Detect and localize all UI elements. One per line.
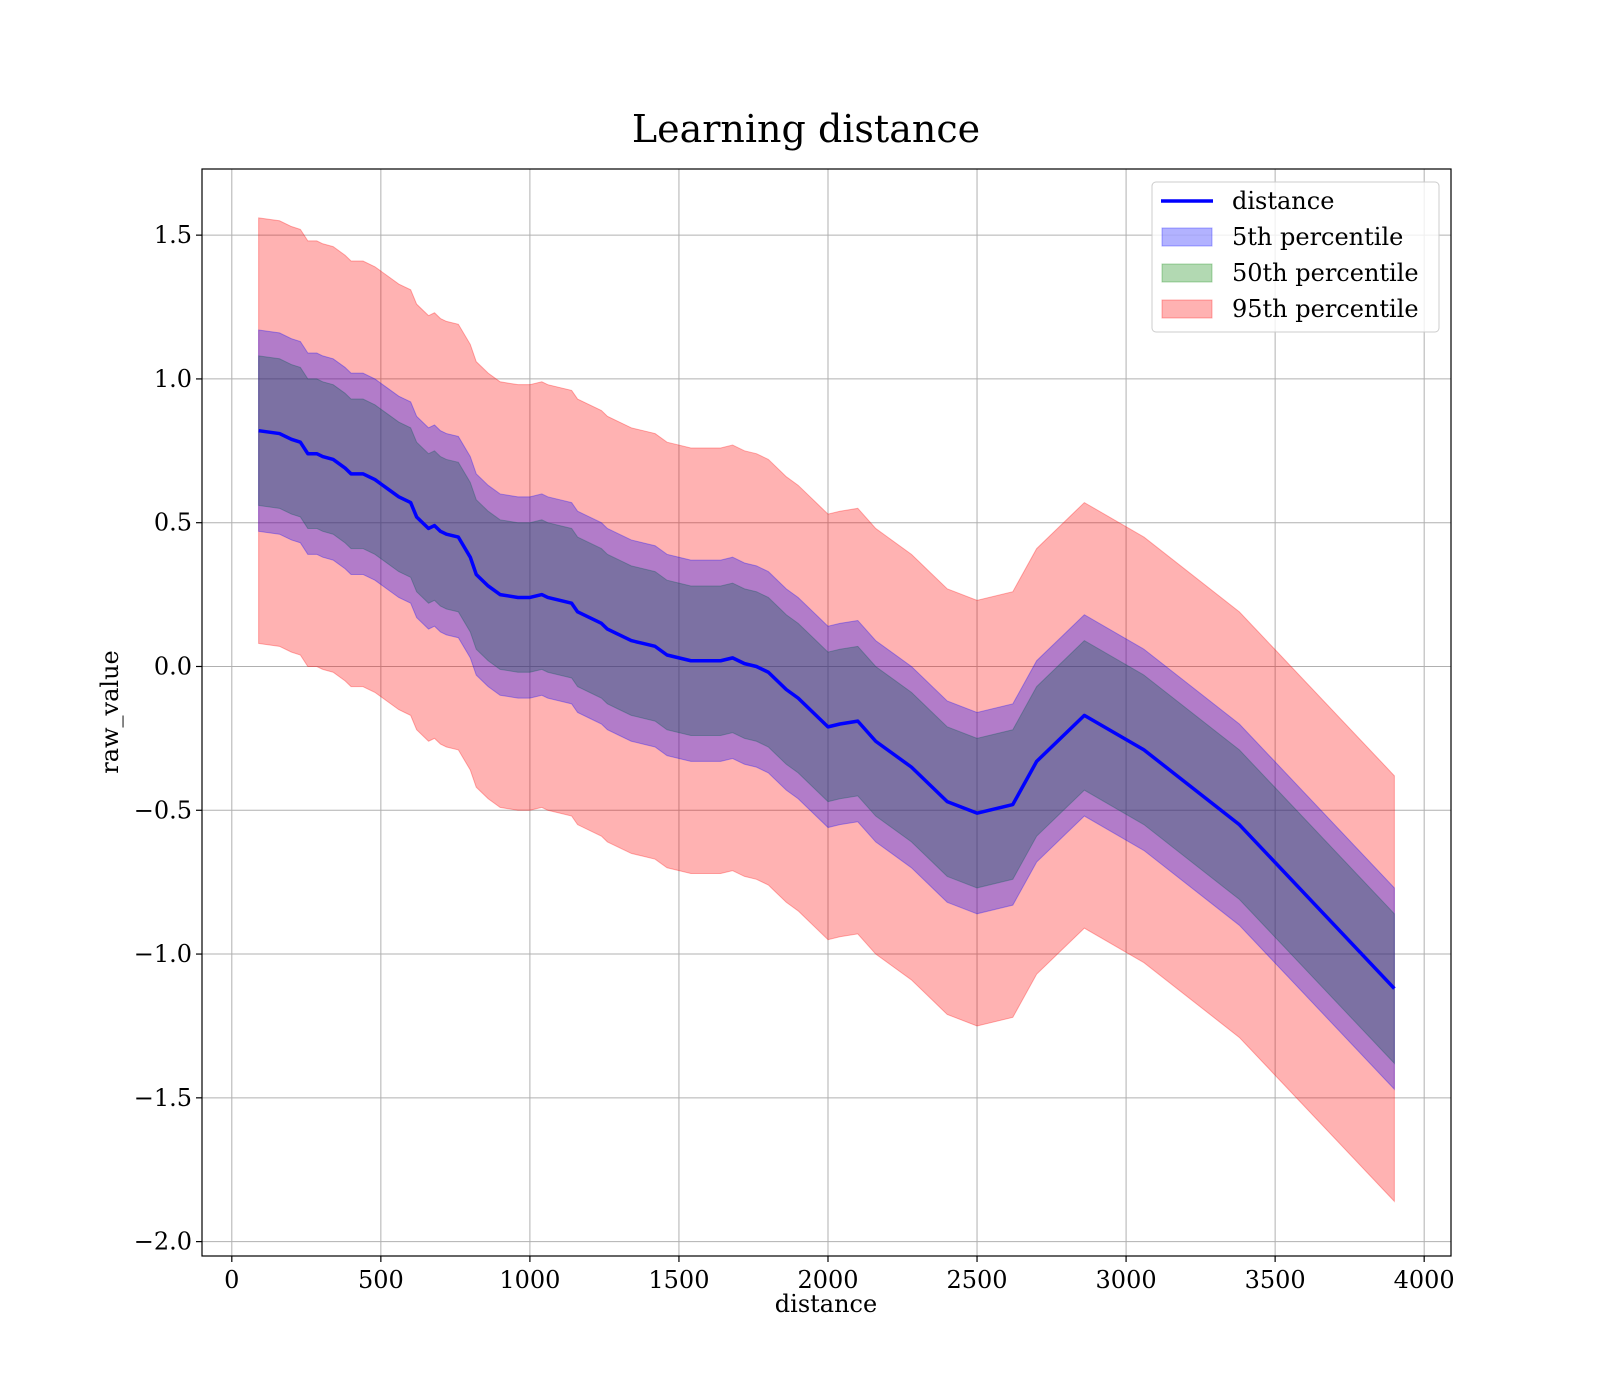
- x-tick-label: 4000: [1394, 1266, 1455, 1294]
- legend-label-distance: distance: [1232, 187, 1334, 215]
- y-tick-label: 0.5: [154, 509, 192, 537]
- legend-label-5th: 5th percentile: [1232, 223, 1403, 251]
- chart-title: Learning distance: [632, 107, 980, 151]
- x-axis-label: distance: [775, 1290, 877, 1318]
- x-tick-label: 1500: [648, 1266, 709, 1294]
- legend-swatch-95th: [1161, 299, 1213, 319]
- y-tick-label: −1.0: [134, 940, 192, 968]
- x-tick-label: 2500: [946, 1266, 1007, 1294]
- x-tick-label: 1000: [499, 1266, 560, 1294]
- legend-box: [1151, 181, 1440, 333]
- grid-layer: [202, 169, 1451, 1256]
- x-tick-label: 500: [358, 1266, 404, 1294]
- x-axis: 0 500 1000 1500 2000 2500 3000 3500 4000: [224, 1256, 1455, 1294]
- legend-label-50th: 50th percentile: [1232, 259, 1419, 287]
- x-tick-label: 0: [224, 1266, 239, 1294]
- y-axis-label: raw_value: [96, 650, 124, 774]
- y-tick-label: 1.0: [154, 365, 192, 393]
- legend-swatch-5th: [1161, 227, 1213, 247]
- band-95th-percentile: [258, 217, 1395, 1203]
- y-tick-label: 0.0: [154, 652, 192, 680]
- legend-label-95th: 95th percentile: [1232, 295, 1419, 323]
- legend: distance 5th percentile 50th percentile …: [1151, 181, 1440, 333]
- line-layer: [258, 428, 1396, 990]
- x-tick-label: 3000: [1096, 1266, 1157, 1294]
- x-tick-label: 2000: [797, 1266, 858, 1294]
- y-tick-label: −2.0: [134, 1228, 192, 1256]
- y-tick-label: 1.5: [154, 221, 192, 249]
- legend-swatch-50th: [1161, 263, 1213, 283]
- band-50th-percentile: [258, 355, 1395, 1065]
- band-layer: [258, 217, 1395, 1203]
- plot-frame: [201, 168, 1452, 1257]
- band-5th-percentile: [258, 329, 1395, 1091]
- y-tick-label: −1.5: [134, 1084, 192, 1112]
- x-tick-label: 3500: [1245, 1266, 1306, 1294]
- y-axis: 1.5 1.0 0.5 0.0 −0.5 −1.0 −1.5 −2.0: [134, 221, 202, 1256]
- series-line-distance: [258, 428, 1396, 990]
- y-tick-label: −0.5: [134, 796, 192, 824]
